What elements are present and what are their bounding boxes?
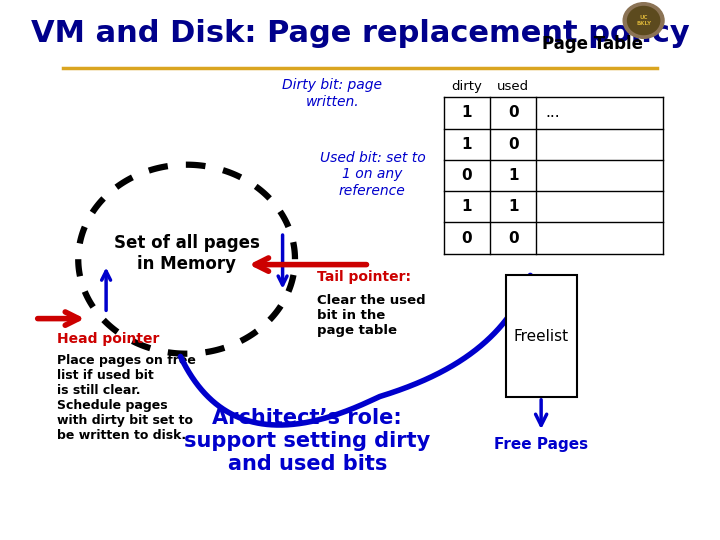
Text: 0: 0 [508, 231, 518, 246]
Bar [505, 275, 577, 397]
Text: Page Table: Page Table [541, 35, 643, 53]
Text: 1: 1 [508, 168, 518, 183]
Text: dirty: dirty [451, 80, 482, 93]
Text: Place pages on free
list if used bit
is still clear.
Schedule pages
with dirty b: Place pages on free list if used bit is … [57, 354, 195, 442]
Text: 0: 0 [508, 137, 518, 152]
Text: 1: 1 [462, 105, 472, 120]
Circle shape [628, 6, 660, 35]
Text: UC
BKLY: UC BKLY [636, 15, 651, 26]
Text: 1: 1 [462, 199, 472, 214]
Text: VM and Disk: Page replacement policy: VM and Disk: Page replacement policy [31, 19, 689, 48]
Text: 0: 0 [462, 168, 472, 183]
Text: Free Pages: Free Pages [494, 437, 588, 453]
Text: Dirty bit: page
written.: Dirty bit: page written. [282, 78, 382, 109]
Text: 1: 1 [462, 137, 472, 152]
Text: Clear the used
bit in the
page table: Clear the used bit in the page table [317, 294, 426, 338]
Text: 0: 0 [462, 231, 472, 246]
Text: Architect’s role:
support setting dirty
and used bits: Architect’s role: support setting dirty … [184, 408, 431, 474]
Text: Tail pointer:: Tail pointer: [317, 270, 410, 284]
Text: Used bit: set to
1 on any
reference: Used bit: set to 1 on any reference [320, 151, 426, 198]
Text: used: used [498, 80, 529, 93]
Text: Freelist: Freelist [513, 329, 569, 343]
Text: Set of all pages
in Memory: Set of all pages in Memory [114, 234, 259, 273]
Text: ...: ... [546, 105, 560, 120]
Text: 0: 0 [508, 105, 518, 120]
Text: Head pointer: Head pointer [57, 332, 159, 346]
Circle shape [624, 3, 664, 38]
Text: 1: 1 [508, 199, 518, 214]
